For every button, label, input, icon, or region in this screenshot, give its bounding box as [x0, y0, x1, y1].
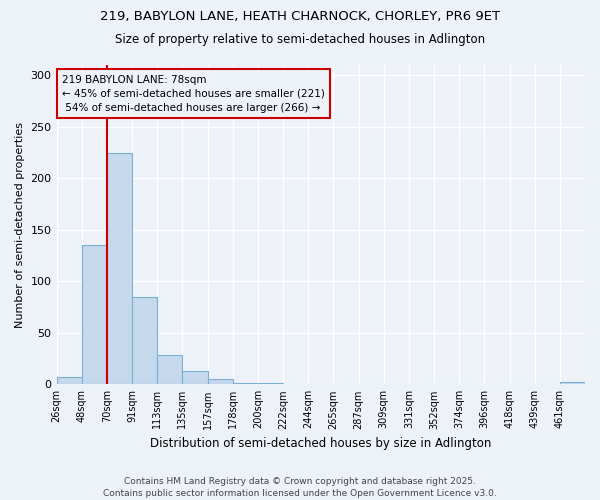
- Text: 219 BABYLON LANE: 78sqm
← 45% of semi-detached houses are smaller (221)
 54% of : 219 BABYLON LANE: 78sqm ← 45% of semi-de…: [62, 74, 325, 112]
- Y-axis label: Number of semi-detached properties: Number of semi-detached properties: [15, 122, 25, 328]
- Bar: [132, 297, 157, 384]
- Bar: [208, 379, 233, 384]
- Bar: [82, 246, 107, 384]
- Bar: [157, 356, 182, 384]
- Bar: [56, 377, 82, 384]
- X-axis label: Distribution of semi-detached houses by size in Adlington: Distribution of semi-detached houses by …: [150, 437, 491, 450]
- Text: 219, BABYLON LANE, HEATH CHARNOCK, CHORLEY, PR6 9ET: 219, BABYLON LANE, HEATH CHARNOCK, CHORL…: [100, 10, 500, 23]
- Text: Size of property relative to semi-detached houses in Adlington: Size of property relative to semi-detach…: [115, 32, 485, 46]
- Bar: [560, 382, 585, 384]
- Text: Contains HM Land Registry data © Crown copyright and database right 2025.
Contai: Contains HM Land Registry data © Crown c…: [103, 476, 497, 498]
- Bar: [107, 152, 132, 384]
- Bar: [182, 371, 208, 384]
